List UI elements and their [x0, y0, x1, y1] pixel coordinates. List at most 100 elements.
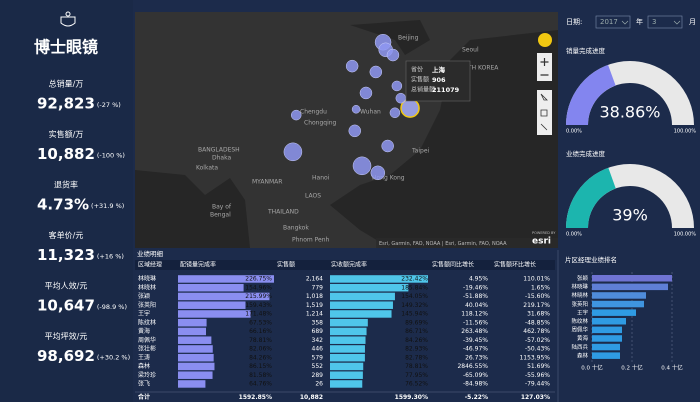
map-label: THAILAND	[267, 209, 299, 216]
map-label: Kolkata	[196, 165, 218, 172]
year-value: 2017	[600, 18, 618, 26]
table-cell: 82.78%	[405, 354, 428, 361]
table-title: 业绩明细	[137, 249, 164, 258]
table-total: 合计	[138, 393, 150, 401]
attribution: Esri, Garmin, FAO, NOAA | Esri, Garmin, …	[379, 241, 507, 247]
table-name: 黄海	[138, 327, 150, 335]
map-bubble	[345, 59, 359, 73]
table-data-bar	[178, 353, 214, 362]
table-name: 林晓琳	[138, 275, 156, 283]
date-label: 日期:	[566, 18, 582, 26]
kpi-value: 98,692	[37, 347, 95, 365]
bar	[592, 292, 646, 299]
y-tick-label: 林晓林	[571, 291, 588, 299]
map-bubble	[290, 109, 302, 121]
map-label: Chongqing	[304, 120, 337, 127]
y-tick-label: 林晓琳	[571, 283, 588, 291]
table-total: 1592.85%	[239, 394, 272, 401]
gauge-label: 39%	[612, 206, 648, 225]
kpi-label: 平均坪效/元	[45, 331, 88, 341]
table-cell: 779	[312, 284, 324, 291]
map-label: Hanoi	[312, 175, 330, 182]
table-cell: 289	[312, 372, 324, 379]
bar	[592, 300, 644, 308]
gauge-min: 0.00%	[566, 129, 582, 135]
table-data-bar	[330, 301, 393, 309]
table-cell: 84.26%	[249, 354, 272, 361]
x-tick-label: 0.4 十亿	[661, 364, 683, 372]
table-header: 实售额同比增长	[432, 261, 474, 269]
month-select[interactable]	[647, 15, 683, 29]
table-cell: 76.52%	[405, 381, 428, 388]
gauge-value	[566, 64, 616, 125]
table-cell: 462.78%	[523, 328, 550, 335]
table-data-bar	[178, 371, 213, 379]
table-cell: 215.99%	[245, 293, 272, 300]
table-cell: 84.26%	[405, 337, 428, 344]
map-label: Phnom Penh	[292, 237, 330, 244]
table-data-bar	[178, 283, 244, 292]
table-cell: -51.88%	[463, 293, 488, 300]
insight-button[interactable]	[538, 33, 552, 47]
table-cell: 26.73%	[465, 354, 488, 361]
map-label: Dhaka	[212, 155, 231, 162]
map-label: Chengdu	[300, 109, 327, 116]
table-cell: 579	[312, 354, 324, 361]
kpi-label: 退货率	[54, 180, 78, 190]
ranking-title: 片区经理业绩排名	[565, 255, 617, 264]
bar	[592, 326, 622, 334]
kpi-label: 客单价/元	[49, 230, 84, 240]
table-cell: 1.65%	[531, 284, 550, 291]
table-cell: 4.95%	[469, 276, 488, 283]
table-cell: -15.60%	[525, 293, 550, 300]
map-label: SOUTH KOREA	[455, 65, 499, 72]
table-name: 张壮彬	[138, 345, 156, 353]
table-data-bar	[330, 345, 365, 353]
table-data-bar	[178, 362, 215, 371]
map-bubble	[359, 86, 373, 100]
table-data-bar	[330, 318, 368, 327]
table-cell: 342	[312, 337, 324, 344]
table-cell: 66.16%	[249, 328, 272, 335]
table-data-bar	[330, 336, 366, 344]
table-cell: 552	[312, 363, 324, 370]
map[interactable]: Beijing Seoul SOUTH KOREA Chengdu Chongq…	[135, 12, 558, 248]
map-label: MYANMAR	[252, 179, 282, 186]
map-label: LAOS	[305, 193, 321, 200]
select-tools[interactable]	[537, 90, 552, 135]
table-cell: 2846.55%	[457, 363, 488, 370]
table-cell: 689	[312, 328, 324, 335]
month-unit: 月	[689, 18, 696, 26]
table-cell: 154.96%	[245, 284, 272, 291]
table-data-bar	[330, 362, 364, 371]
table-cell: -57.02%	[525, 337, 550, 344]
table-cell: 145.94%	[401, 311, 428, 318]
year-select[interactable]	[595, 15, 631, 29]
attribution-bg	[376, 238, 558, 248]
zoom-buttons[interactable]	[537, 53, 552, 81]
table-cell: -39.45%	[463, 337, 488, 344]
table-cell: 64.76%	[249, 381, 272, 388]
table-data-bar	[178, 380, 206, 388]
gauge-title: 销量完成进度	[566, 46, 606, 55]
tooltip-value: 上海	[432, 65, 446, 74]
map-label: Bangkok	[283, 225, 309, 232]
table-cell: 358	[312, 319, 324, 326]
table-cell: 40.04%	[465, 302, 488, 309]
table-data-bar	[330, 275, 428, 283]
table-cell: -84.98%	[463, 381, 488, 388]
table-cell: 1,018	[306, 293, 323, 300]
gauge-min: 0.00%	[566, 232, 582, 238]
tooltip-key: 省份	[411, 66, 423, 74]
table-name: 周佩华	[138, 336, 156, 344]
y-tick-label: 黄海	[577, 334, 589, 342]
table-name: 王宇	[138, 310, 150, 318]
table-cell: 185.84%	[401, 284, 428, 291]
kpi-value: 11,323	[37, 246, 95, 264]
table-name: 陈纹林	[138, 318, 156, 326]
table-data-bar	[178, 301, 246, 309]
table-cell: 1153.95%	[519, 354, 550, 361]
map-bubble	[283, 142, 303, 162]
table-name: 张飞	[138, 380, 150, 388]
